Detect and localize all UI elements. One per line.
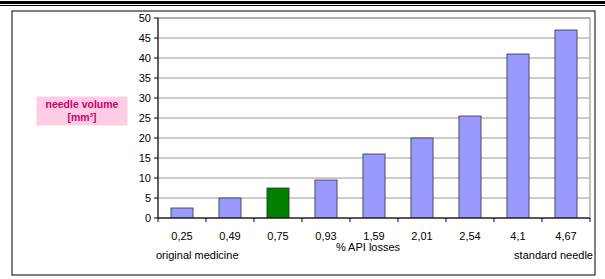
header-rule [0,5,605,6]
chart: 051015202530354045500,250,490,750,931,59… [0,0,605,279]
y-tick-label: 15 [139,152,151,164]
y-tick-label: 0 [145,212,151,224]
x-tick-label: 4,1 [510,230,525,242]
y-tick [154,18,158,19]
x-tick [206,218,207,222]
bar [315,180,337,218]
x-tick [398,218,399,222]
annotation: original medicine [156,249,239,261]
grid-line [158,18,590,19]
bar [267,188,289,218]
y-tick [154,138,158,139]
x-tick-label: 0,25 [171,230,192,242]
bar [555,30,577,218]
x-tick [158,218,159,222]
y-tick-label: 35 [139,72,151,84]
x-tick [350,218,351,222]
y-tick [154,158,158,159]
y-tick-label: 40 [139,52,151,64]
y-axis [158,18,159,218]
y-label-box [36,96,128,126]
x-tick [302,218,303,222]
bar [363,154,385,218]
bar [507,54,529,218]
x-tick-label: 0,93 [315,230,336,242]
x-tick [446,218,447,222]
grid-line [158,38,590,39]
annotation: standard needle [514,249,593,261]
grid-line [158,218,590,219]
y-tick-label: 10 [139,172,151,184]
x-tick-label: 4,67 [555,230,576,242]
x-tick-label: 0,75 [267,230,288,242]
bar [219,198,241,218]
bar [411,138,433,218]
x-tick [494,218,495,222]
y-axis-label-line: needle volume [46,98,119,110]
x-tick [254,218,255,222]
y-tick-label: 5 [145,192,151,204]
chart-frame [12,11,595,275]
y-tick-label: 20 [139,132,151,144]
header-rule [0,1,605,4]
y-tick [154,78,158,79]
y-tick-label: 25 [139,112,151,124]
bar [171,208,193,218]
y-tick-label: 45 [139,32,151,44]
y-tick [154,198,158,199]
x-tick-label: 2,01 [411,230,432,242]
y-tick [154,178,158,179]
y-axis-label-line: [mm³] [67,111,96,123]
x-tick-label: 0,49 [219,230,240,242]
y-axis-label: needle volume[mm³] [46,98,119,123]
x-tick-label: 2,54 [459,230,480,242]
x-axis [158,218,590,219]
y-tick [154,58,158,59]
chart-root: 051015202530354045500,250,490,750,931,59… [0,0,605,279]
bar [459,116,481,218]
y-tick [154,118,158,119]
y-tick [154,38,158,39]
bars [171,30,577,218]
plot-area [158,18,590,218]
x-tick [590,218,591,222]
y-tick-label: 50 [139,12,151,24]
x-tick [542,218,543,222]
x-axis-label: % API losses [336,241,401,253]
y-tick [154,98,158,99]
y-tick-label: 30 [139,92,151,104]
y-tick [154,218,158,219]
